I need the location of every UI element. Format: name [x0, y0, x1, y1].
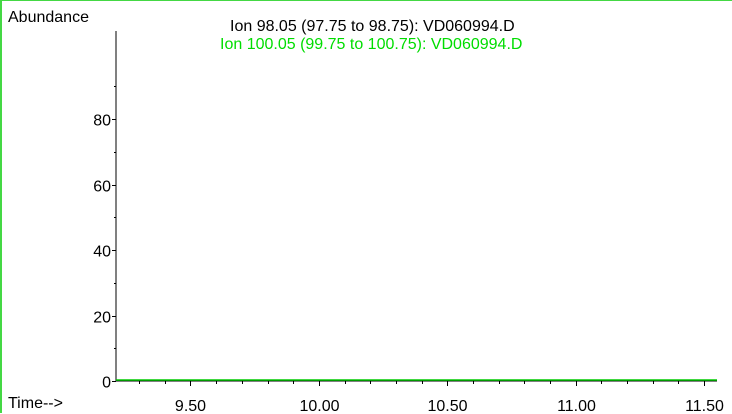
- y-tick-label: 20: [93, 310, 111, 327]
- series-title-ion-98: Ion 98.05 (97.75 to 98.75): VD060994.D: [230, 18, 515, 35]
- x-tick-label: 10.00: [299, 398, 339, 414]
- x-tick-label: 11.50: [685, 398, 724, 414]
- y-tick-label: 40: [93, 244, 111, 261]
- y-tick-label: 60: [93, 179, 111, 196]
- x-tick-label: 10.50: [427, 398, 467, 414]
- series-title-ion-100: Ion 100.05 (99.75 to 100.75): VD060994.D: [220, 36, 523, 53]
- y-tick-label: 80: [93, 113, 111, 130]
- x-tick-label: 9.50: [175, 398, 206, 414]
- x-axis-label: Time-->: [8, 395, 63, 412]
- y-tick-label: 0: [102, 375, 111, 392]
- x-tick-label: 11.00: [557, 398, 596, 414]
- y-axis-label: Abundance: [8, 9, 89, 26]
